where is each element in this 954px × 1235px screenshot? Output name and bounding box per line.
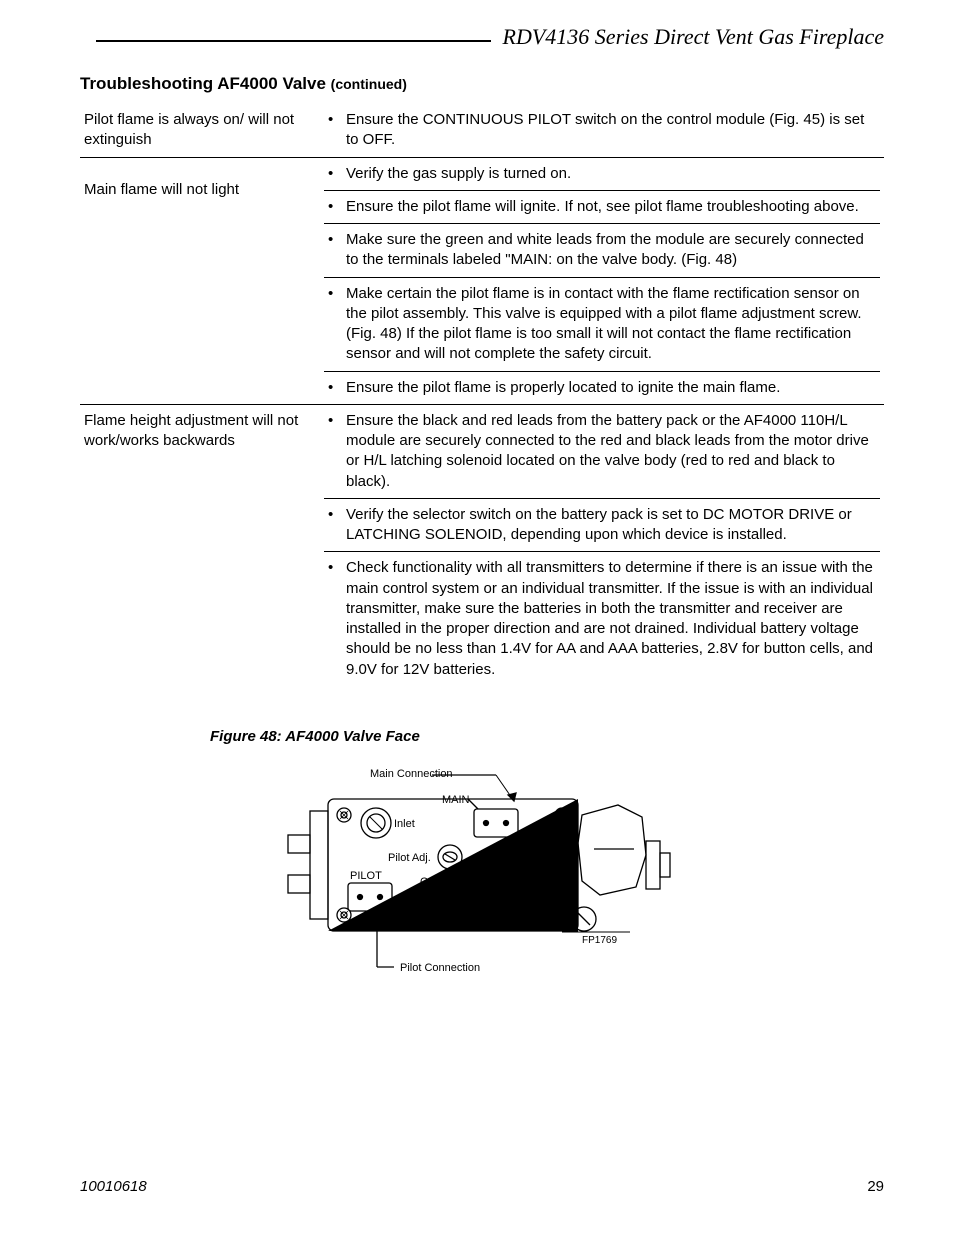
symptom-text: Main flame will not light bbox=[84, 181, 239, 198]
step-item: Ensure the pilot flame will ignite. If n… bbox=[324, 197, 880, 217]
figure-caption: Figure 48: AF4000 Valve Face bbox=[210, 728, 884, 745]
label-pilot: PILOT bbox=[350, 870, 382, 882]
section-title-continued: (continued) bbox=[331, 76, 407, 92]
table-row: Pilot flame is always on/ will not extin… bbox=[80, 104, 884, 157]
footer-pagenum: 29 bbox=[867, 1178, 884, 1195]
step-item: Ensure the CONTINUOUS PILOT switch on th… bbox=[324, 110, 880, 151]
step-item: Ensure the black and red leads from the … bbox=[324, 411, 880, 492]
table-row: Main flame will not light Verify the gas… bbox=[80, 157, 884, 404]
step-separator bbox=[324, 277, 880, 278]
step-item: Verify the selector switch on the batter… bbox=[324, 505, 880, 546]
step-item: Make sure the green and white leads from… bbox=[324, 230, 880, 271]
steps-cell: Ensure the black and red leads from the … bbox=[320, 404, 884, 686]
symptom-cell: Main flame will not light bbox=[80, 157, 320, 404]
section-title: Troubleshooting AF4000 Valve (continued) bbox=[80, 74, 884, 94]
label-part-no: FP1769 bbox=[582, 935, 617, 946]
table-row: Flame height adjustment will not work/wo… bbox=[80, 404, 884, 686]
step-item: Make certain the pilot flame is in conta… bbox=[324, 284, 880, 365]
step-separator bbox=[324, 223, 880, 224]
header: RDV4136 Series Direct Vent Gas Fireplace bbox=[80, 40, 884, 42]
troubleshooting-table: Pilot flame is always on/ will not extin… bbox=[80, 104, 884, 686]
step-item: Check functionality with all transmitter… bbox=[324, 558, 880, 680]
step-item: Verify the gas supply is turned on. bbox=[324, 164, 880, 184]
label-pilot-connection: Pilot Connection bbox=[400, 962, 480, 974]
label-inlet: Inlet bbox=[394, 818, 415, 830]
footer: 10010618 29 bbox=[80, 1178, 884, 1195]
step-separator bbox=[324, 190, 880, 191]
step-item: Ensure the pilot flame is properly locat… bbox=[324, 378, 880, 398]
symptom-cell: Pilot flame is always on/ will not extin… bbox=[80, 104, 320, 157]
header-title: RDV4136 Series Direct Vent Gas Fireplace bbox=[491, 24, 884, 50]
label-main: MAIN bbox=[442, 794, 470, 806]
section-title-main: Troubleshooting AF4000 Valve bbox=[80, 74, 326, 93]
page: RDV4136 Series Direct Vent Gas Fireplace… bbox=[0, 0, 954, 1235]
label-main-connection: Main Connection bbox=[370, 768, 453, 780]
step-separator bbox=[324, 498, 880, 499]
steps-cell: Ensure the CONTINUOUS PILOT switch on th… bbox=[320, 104, 884, 157]
label-outlet: Outlet bbox=[420, 876, 449, 888]
step-separator bbox=[324, 551, 880, 552]
valve-diagram: Main Connection MAIN Inlet Pilot Adj. PI… bbox=[282, 755, 682, 995]
label-pilot-adj: Pilot Adj. bbox=[388, 852, 431, 864]
footer-docnum: 10010618 bbox=[80, 1178, 147, 1195]
symptom-cell: Flame height adjustment will not work/wo… bbox=[80, 404, 320, 686]
step-separator bbox=[324, 371, 880, 372]
steps-cell: Verify the gas supply is turned on. Ensu… bbox=[320, 157, 884, 404]
figure-wrap: Main Connection MAIN Inlet Pilot Adj. PI… bbox=[80, 755, 884, 1000]
